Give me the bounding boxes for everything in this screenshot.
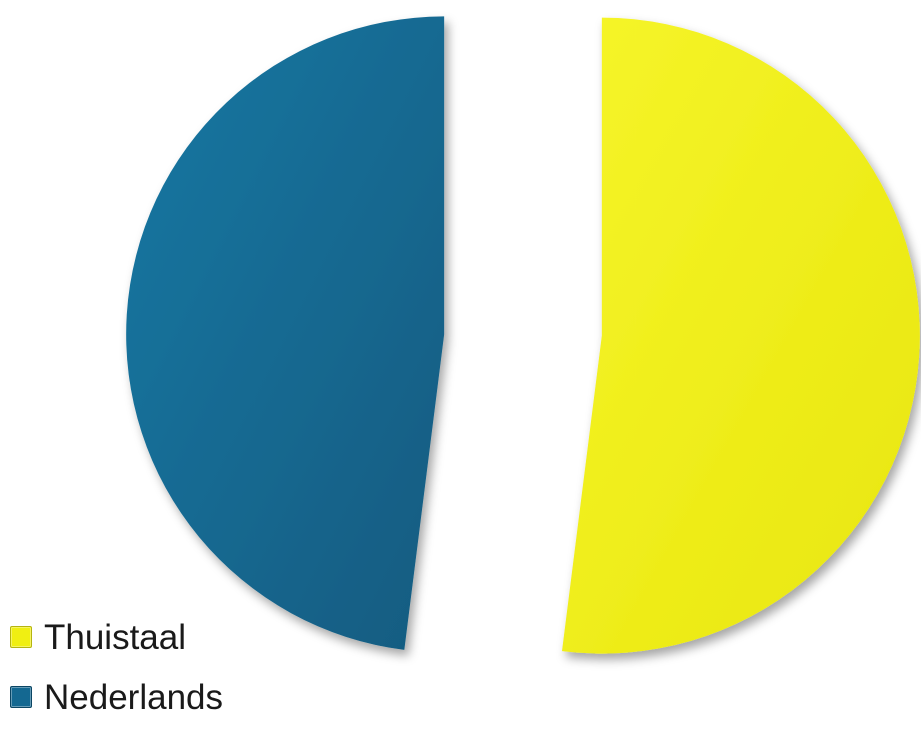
pie-slice-nederlands [126,16,445,650]
legend-label: Nederlands [44,677,223,717]
legend-swatch-thuistaal [10,626,32,648]
legend: Thuistaal Nederlands [10,612,223,732]
legend-swatch-nederlands [10,686,32,708]
legend-label: Thuistaal [44,617,187,657]
legend-item-nederlands: Nederlands [10,672,223,722]
pie-slice-thuistaal [561,17,920,654]
legend-item-thuistaal: Thuistaal [10,612,223,662]
